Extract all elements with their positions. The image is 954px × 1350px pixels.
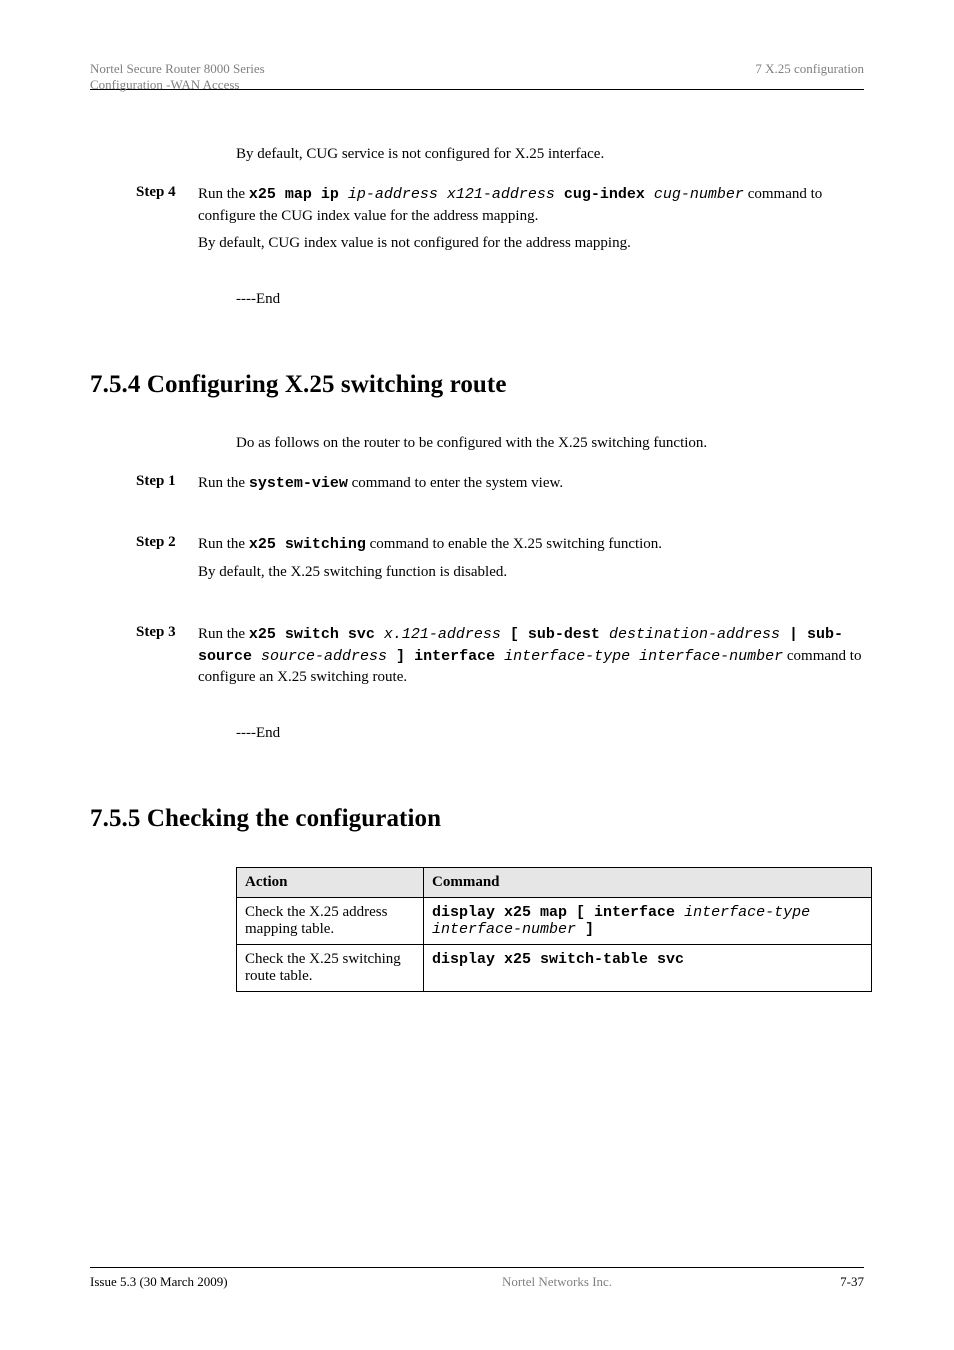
- header-left-line1: Nortel Secure Router 8000 Series: [90, 61, 265, 76]
- pre-step4-desc: By default, CUG service is not configure…: [236, 144, 864, 166]
- s754-step1-label: Step 1: [136, 473, 198, 490]
- step-4-block: Step 4 Run the x25 map ip ip-address x12…: [90, 184, 864, 255]
- footer-page-number: 7-37: [804, 1274, 864, 1290]
- table-header-row: Action Command: [237, 867, 872, 897]
- s754-step1-cmd: system-view: [249, 475, 348, 492]
- s754-step2-block: Step 2 Run the x25 switching command to …: [90, 534, 864, 584]
- step4-cmd1: x25 map ip: [249, 186, 339, 203]
- s754-step1-suffix: command to enter the system view.: [348, 475, 563, 491]
- s754-step3-args: x.121-address: [375, 626, 510, 643]
- section-7-5-4-heading: 7.5.4 Configuring X.25 switching route: [90, 371, 864, 399]
- step4-args1: ip-address x121-address: [339, 186, 564, 203]
- table-row: Check the X.25 address mapping table. di…: [237, 897, 872, 944]
- page-footer: Issue 5.3 (30 March 2009) Nortel Network…: [90, 1267, 864, 1290]
- section-7-5-5-heading: 7.5.5 Checking the configuration: [90, 805, 864, 833]
- r2-svc: svc: [648, 951, 684, 968]
- cell-action-2: Check the X.25 switching route table.: [237, 944, 424, 991]
- s754-step3-label: Step 3: [136, 624, 198, 641]
- end-line-1: ----End: [236, 289, 864, 311]
- s754-step2-desc: By default, the X.25 switching function …: [198, 562, 864, 584]
- r1-opt: [ interface: [567, 904, 684, 921]
- cell-command-2: display x25 switch-table svc: [424, 944, 872, 991]
- s754-step3-args2: destination-address: [609, 626, 789, 643]
- footer-rule: [90, 1267, 864, 1268]
- s754-step2-suffix: command to enable the X.25 switching fun…: [366, 536, 662, 552]
- cell-command-1: display x25 map [ interface interface-ty…: [424, 897, 872, 944]
- header-right: 7 X.25 configuration: [755, 61, 864, 77]
- s754-step2-label: Step 2: [136, 534, 198, 551]
- s754-step3-cmd: x25 switch svc: [249, 626, 375, 643]
- s754-step2-prefix: Run the: [198, 536, 249, 552]
- s754-step3-content: Run the x25 switch svc x.121-address [ s…: [198, 624, 864, 689]
- intro-754: Do as follows on the router to be config…: [236, 433, 864, 455]
- th-command: Command: [424, 867, 872, 897]
- step-4-content: Run the x25 map ip ip-address x121-addre…: [198, 184, 864, 255]
- s754-step1-prefix: Run the: [198, 475, 249, 491]
- step4-cmd2: cug-index: [564, 186, 645, 203]
- footer-center: Nortel Networks Inc.: [310, 1274, 804, 1290]
- step4-desc: By default, CUG index value is not confi…: [198, 233, 864, 255]
- s754-step2-cmd: x25 switching: [249, 536, 366, 553]
- step-4-label: Step 4: [136, 184, 198, 201]
- r1-close: ]: [576, 921, 594, 938]
- header-left-line2: Configuration -WAN Access: [90, 77, 239, 92]
- s754-step3-opt: [ sub-dest: [510, 626, 609, 643]
- r2-cmd: display x25 switch-table: [432, 951, 648, 968]
- header-left: Nortel Secure Router 8000 Series Configu…: [90, 61, 265, 93]
- table-row: Check the X.25 switching route table. di…: [237, 944, 872, 991]
- s754-step2-content: Run the x25 switching command to enable …: [198, 534, 864, 584]
- th-action: Action: [237, 867, 424, 897]
- s754-step3-prefix: Run the: [198, 626, 249, 642]
- r1-cmd: display x25 map: [432, 904, 567, 921]
- s754-step3-args4: interface-type interface-number: [495, 648, 783, 665]
- footer-left: Issue 5.3 (30 March 2009): [90, 1274, 310, 1290]
- end-line-2: ----End: [236, 723, 864, 745]
- s754-step1-content: Run the system-view command to enter the…: [198, 473, 864, 495]
- page-header: Nortel Secure Router 8000 Series Configu…: [90, 79, 864, 90]
- s754-step3-args3: source-address: [261, 648, 396, 665]
- s754-step3-cmd2: interface: [414, 648, 495, 665]
- s754-step3-opt3: ]: [396, 648, 414, 665]
- step4-args2: cug-number: [645, 186, 744, 203]
- cell-action-1: Check the X.25 address mapping table.: [237, 897, 424, 944]
- s754-step1-block: Step 1 Run the system-view command to en…: [90, 473, 864, 495]
- s754-step3-block: Step 3 Run the x25 switch svc x.121-addr…: [90, 624, 864, 689]
- command-table: Action Command Check the X.25 address ma…: [236, 867, 872, 992]
- step4-text-prefix: Run the: [198, 186, 249, 202]
